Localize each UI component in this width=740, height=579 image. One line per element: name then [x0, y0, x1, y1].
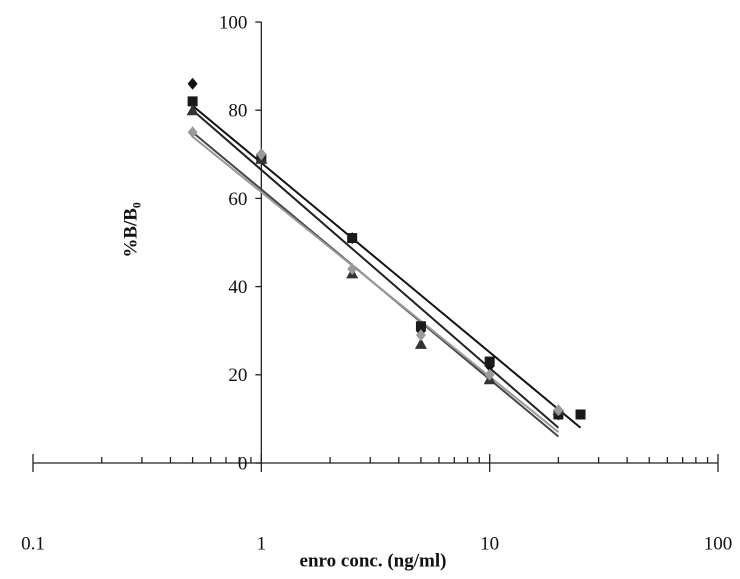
- data-point: [187, 77, 198, 90]
- x-tick-label: 10: [480, 533, 499, 554]
- y-axis-label: %B/B₀: [120, 202, 141, 258]
- data-point: [347, 233, 358, 244]
- data-point: [256, 148, 267, 161]
- fit-line: [191, 109, 560, 429]
- y-tick-label: 20: [228, 365, 247, 386]
- data-point: [415, 329, 426, 342]
- y-tick-label: 80: [228, 101, 247, 122]
- data-point: [575, 409, 586, 420]
- data-point: [186, 104, 199, 116]
- data-point: [553, 404, 564, 417]
- x-tick-label: 100: [704, 533, 733, 554]
- data-point: [347, 262, 358, 275]
- x-tick-label: 1: [257, 533, 267, 554]
- y-tick-label: 100: [219, 12, 248, 33]
- y-tick-label: 40: [228, 277, 247, 298]
- y-tick-label: 60: [228, 189, 247, 210]
- x-tick-label: 0.1: [21, 533, 45, 554]
- fit-line: [191, 135, 560, 433]
- fit-line: [191, 105, 582, 429]
- y-tick-label: 0: [238, 453, 248, 474]
- data-point: [187, 126, 198, 139]
- data-point: [415, 321, 426, 332]
- data-point: [484, 368, 495, 381]
- x-axis-label: enro conc. (ng/ml): [300, 550, 447, 571]
- data-point: [484, 356, 495, 367]
- data-point: [187, 96, 198, 107]
- data-point: [414, 337, 427, 349]
